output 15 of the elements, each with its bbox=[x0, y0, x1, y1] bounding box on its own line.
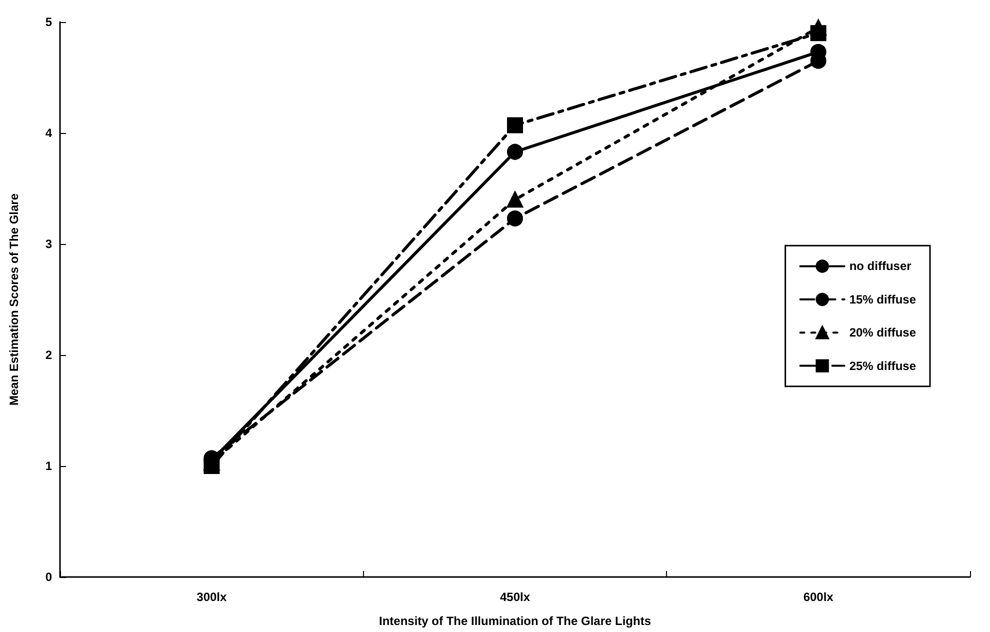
legend-label: no diffuser bbox=[849, 259, 912, 274]
x-tick-label: 600lx bbox=[803, 590, 834, 604]
legend-label: 25% diffuse bbox=[849, 358, 916, 373]
legend-label: 20% diffuse bbox=[849, 326, 916, 340]
y-tick-label: 5 bbox=[45, 15, 52, 29]
x-tick-label: 450lx bbox=[500, 590, 530, 604]
y-tick-label: 4 bbox=[45, 126, 52, 140]
x-tick-label: 300lx bbox=[196, 590, 228, 604]
y-tick-label: 2 bbox=[45, 348, 52, 362]
y-tick-label: 0 bbox=[45, 570, 52, 584]
y-tick-label: 3 bbox=[45, 237, 52, 251]
x-axis-title: Intensity of The Illumination of The Glare Lights bbox=[378, 614, 652, 628]
legend-label: 15% diffuse bbox=[849, 292, 916, 306]
y-tick-label: 1 bbox=[45, 459, 52, 473]
y-axis-title: Mean Estimation Scores of The Glare bbox=[7, 193, 21, 406]
